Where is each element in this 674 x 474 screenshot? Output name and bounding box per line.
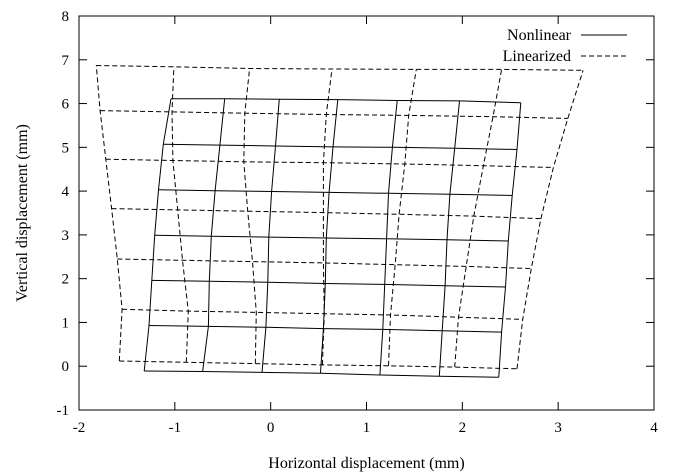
series-linearized-col-6 [516, 70, 584, 369]
series-linearized-row-1 [122, 308, 523, 320]
plot-frame [78, 15, 655, 411]
series-nonlinear-col-2 [261, 99, 280, 373]
y-tick-label: 5 [62, 140, 70, 156]
x-tick-label: 1 [363, 420, 371, 436]
x-tick-label: -2 [73, 420, 86, 436]
series-nonlinear-col-6 [498, 102, 522, 378]
legend-label-nonlinear: Nonlinear [507, 27, 572, 44]
series-nonlinear [143, 98, 522, 378]
y-tick-label: 3 [62, 228, 70, 244]
x-tick-label: 2 [459, 420, 467, 436]
series-linearized [95, 65, 584, 370]
series-linearized-row-6 [96, 65, 584, 71]
y-tick-label: 6 [62, 97, 70, 113]
series-nonlinear-col-1 [202, 98, 226, 372]
y-tick-label: 7 [62, 53, 70, 69]
series-linearized-col-4 [388, 69, 417, 366]
series-linearized-col-1 [171, 66, 189, 363]
series-nonlinear-row-5 [163, 143, 518, 150]
x-axis-title: Horizontal displacement (mm) [268, 455, 464, 472]
y-tick-label: -1 [57, 403, 70, 419]
series-nonlinear-row-6 [171, 98, 521, 104]
series-linearized-col-5 [454, 69, 503, 368]
series-linearized-row-3 [111, 208, 541, 220]
series-linearized-row-0 [119, 360, 518, 370]
legend-label-linearized: Linearized [503, 48, 571, 65]
x-tick-label: 0 [267, 420, 275, 436]
y-tick-label: 1 [62, 315, 70, 331]
series-nonlinear-row-2 [151, 279, 506, 288]
x-tick-label: 3 [554, 420, 562, 436]
series-nonlinear-row-4 [158, 189, 513, 196]
series-linearized-col-3 [321, 68, 333, 365]
y-tick-label: 0 [62, 359, 70, 375]
series-linearized-col-0 [95, 65, 123, 362]
series-linearized-row-5 [100, 110, 568, 119]
x-tick-label: -1 [169, 420, 182, 436]
series-nonlinear-col-4 [379, 100, 398, 376]
series-nonlinear-row-0 [144, 370, 499, 378]
y-tick-label: 4 [62, 184, 70, 200]
series-nonlinear-col-0 [143, 98, 172, 372]
mesh-layer [95, 65, 584, 378]
y-tick-label: 8 [62, 9, 70, 25]
y-tick-label: 2 [62, 272, 70, 288]
x-tick-label: 4 [650, 420, 658, 436]
series-linearized-row-2 [117, 258, 532, 270]
legend: Nonlinear Linearized [503, 27, 627, 65]
y-axis-title: Vertical displacement (mm) [14, 124, 31, 302]
series-linearized-col-2 [243, 68, 257, 364]
series-nonlinear-row-1 [148, 325, 502, 333]
series-nonlinear-col-5 [438, 100, 460, 377]
series-nonlinear-row-3 [154, 234, 509, 242]
